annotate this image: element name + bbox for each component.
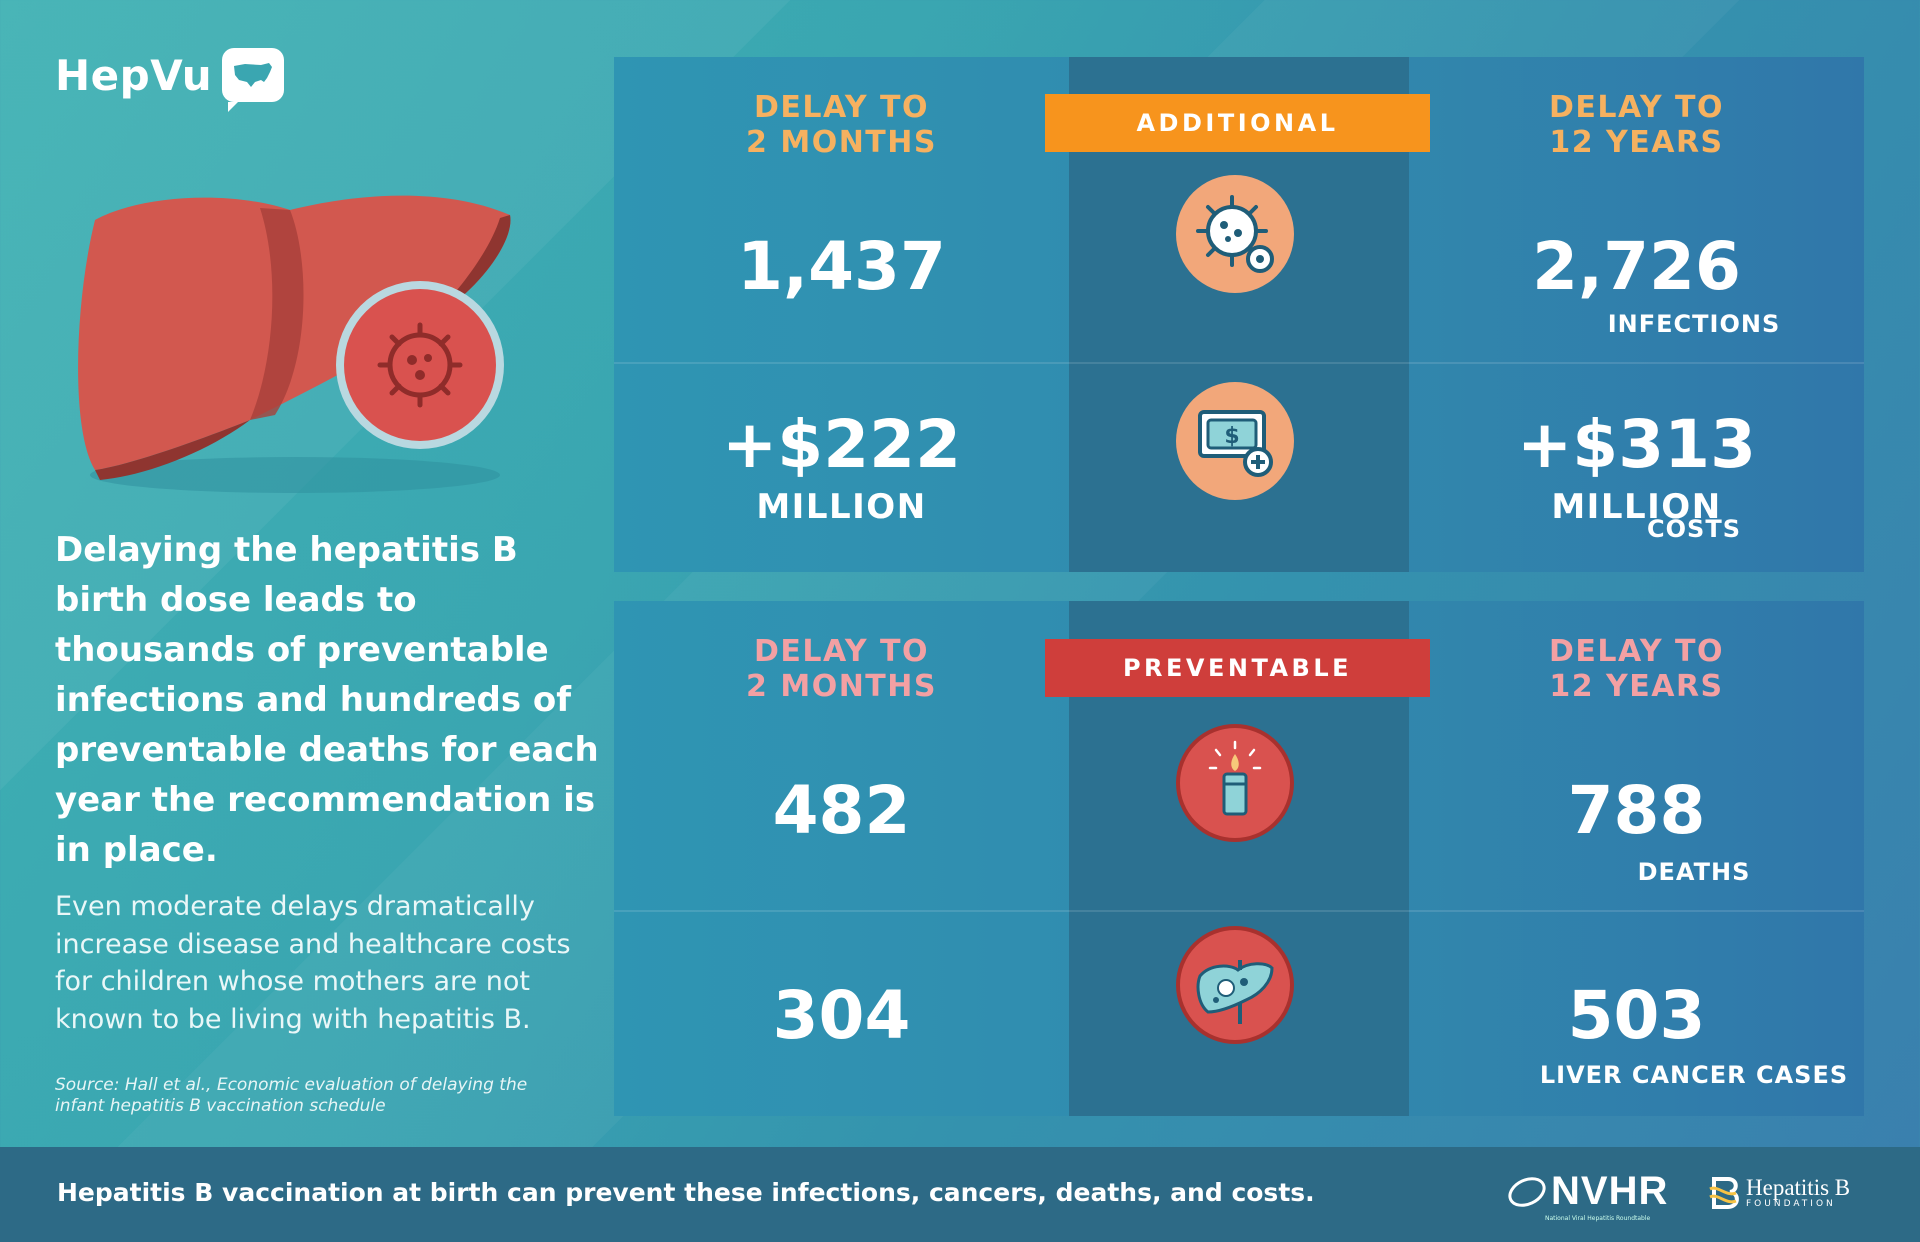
- cancer-2-months-value: 304: [772, 977, 911, 1054]
- costs-12-years-value: +$313: [1517, 406, 1756, 483]
- delay-heading-text: DELAY TO 12 YEARS: [1549, 90, 1724, 160]
- row-divider: [614, 362, 1864, 364]
- hbf-text: Hepatitis B FOUNDATION: [1746, 1175, 1851, 1209]
- cancer-12-years-value: 503: [1567, 977, 1706, 1054]
- row-divider: [614, 910, 1864, 912]
- delay-12-years-column: DELAY TO 12 YEARS 2,726 +$313 MILLION: [1409, 57, 1864, 572]
- delay-heading: DELAY TO 12 YEARS: [1409, 90, 1864, 160]
- costs-12-years-unit: MILLION: [1551, 487, 1722, 527]
- candle-icon: [1176, 724, 1294, 842]
- delay-heading-text: DELAY TO 12 YEARS: [1549, 634, 1724, 704]
- headline: Delaying the hepatitis B birth dose lead…: [55, 530, 599, 870]
- delay-heading: DELAY TO 2 MONTHS: [614, 90, 1069, 160]
- footer-message: Hepatitis B vaccination at birth can pre…: [57, 1178, 1315, 1207]
- delay-12-years-column: DELAY TO 12 YEARS 788 503: [1409, 601, 1864, 1116]
- costs-2-months-unit: MILLION: [756, 487, 927, 527]
- nvhr-logo[interactable]: NVHR National Viral Hepatitis Roundtable: [1505, 1169, 1669, 1222]
- svg-text:$: $: [1224, 424, 1239, 449]
- preventable-panel: PREVENTABLE DELAY TO 2 MONTHS 482 304 DE…: [614, 601, 1864, 1116]
- delay-heading: DELAY TO 12 YEARS: [1409, 634, 1864, 704]
- money-icon: $: [1176, 382, 1294, 500]
- deaths-label: DEATHS: [1637, 858, 1751, 886]
- nvhr-subtitle: National Viral Hepatitis Roundtable: [1545, 1215, 1651, 1222]
- delay-2-months-column: DELAY TO 2 MONTHS 482 304: [614, 601, 1069, 1116]
- costs-2-months-value: +$222: [722, 406, 961, 483]
- costs-label: COSTS: [1647, 515, 1741, 543]
- infections-label: INFECTIONS: [1607, 310, 1781, 338]
- nvhr-swoosh-icon: [1508, 1176, 1546, 1207]
- additional-banner: ADDITIONAL: [1045, 94, 1430, 152]
- liver-cancer-label: LIVER CANCER CASES: [1539, 1061, 1849, 1089]
- additional-panel: ADDITIONAL DELAY TO 2 MONTHS 1,437 +$222…: [614, 57, 1864, 572]
- logo-text: HepVu: [55, 50, 213, 100]
- delay-heading-text: DELAY TO 2 MONTHS: [746, 90, 937, 160]
- hbf-name: Hepatitis B: [1746, 1175, 1851, 1200]
- nvhr-wordmark: NVHR: [1551, 1169, 1669, 1213]
- hepatitis-b-foundation-logo[interactable]: Hepatitis B FOUNDATION: [1706, 1175, 1850, 1211]
- delay-heading: DELAY TO 2 MONTHS: [614, 634, 1069, 704]
- infections-12-years-value: 2,726: [1532, 228, 1741, 305]
- infections-2-months-value: 1,437: [737, 228, 946, 305]
- hbf-emblem-icon: [1709, 1177, 1739, 1209]
- hepvu-logo[interactable]: HepVu: [55, 48, 285, 112]
- preventable-banner: PREVENTABLE: [1045, 639, 1430, 697]
- footer-bar: Hepatitis B vaccination at birth can pre…: [0, 1147, 1920, 1242]
- us-map-icon: [222, 48, 285, 112]
- subcopy: Even moderate delays dramatically increa…: [55, 891, 571, 1035]
- liver-illustration: [60, 180, 520, 510]
- virus-icon: [1176, 175, 1294, 293]
- delay-heading-text: DELAY TO 2 MONTHS: [746, 634, 937, 704]
- liver-icon: [1176, 926, 1294, 1044]
- hbf-subtitle: FOUNDATION: [1746, 1199, 1836, 1209]
- source-citation: Source: Hall et al., Economic evaluation…: [55, 1075, 528, 1116]
- deaths-12-years-value: 788: [1567, 772, 1706, 849]
- delay-2-months-column: DELAY TO 2 MONTHS 1,437 +$222 MILLION: [614, 57, 1069, 572]
- deaths-2-months-value: 482: [772, 772, 911, 849]
